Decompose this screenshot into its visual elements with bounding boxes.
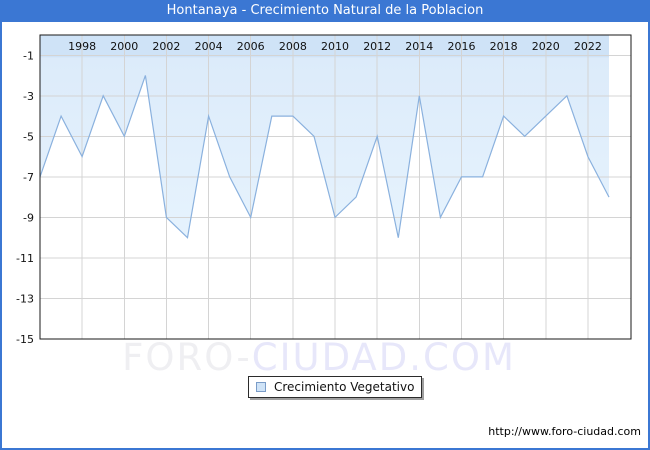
x-tick-label: 2022 <box>574 40 602 53</box>
footer-url: http://www.foro-ciudad.com <box>488 425 641 438</box>
x-tick-label: 2016 <box>448 40 476 53</box>
legend-label: Crecimiento Vegetativo <box>274 380 415 394</box>
y-tick-label: -15 <box>16 333 34 346</box>
x-tick-label: 2000 <box>110 40 138 53</box>
y-tick-label: -9 <box>23 211 34 224</box>
x-tick-label: 2012 <box>363 40 391 53</box>
x-tick-label: 2002 <box>152 40 180 53</box>
y-tick-label: -11 <box>16 252 34 265</box>
x-tick-label: 2006 <box>237 40 265 53</box>
y-tick-label: -1 <box>23 49 34 62</box>
series-line <box>39 75 610 239</box>
x-tick-label: 2018 <box>490 40 518 53</box>
x-tick-label: 1998 <box>68 40 96 53</box>
x-tick-label: 2004 <box>195 40 223 53</box>
legend-swatch-icon <box>256 382 266 392</box>
y-tick-label: -5 <box>23 130 34 143</box>
chart-title-bar: Hontanaya - Crecimiento Natural de la Po… <box>0 0 650 22</box>
chart-title: Hontanaya - Crecimiento Natural de la Po… <box>166 3 484 18</box>
x-tick-label: 2014 <box>405 40 433 53</box>
legend-box: Crecimiento Vegetativo <box>248 376 423 398</box>
y-tick-label: -7 <box>23 171 34 184</box>
x-tick-label: 2020 <box>532 40 560 53</box>
x-tick-label: 2010 <box>321 40 349 53</box>
y-tick-label: -13 <box>16 293 34 306</box>
y-tick-label: -3 <box>23 90 34 103</box>
plot-border <box>39 34 632 340</box>
x-tick-label: 2008 <box>279 40 307 53</box>
